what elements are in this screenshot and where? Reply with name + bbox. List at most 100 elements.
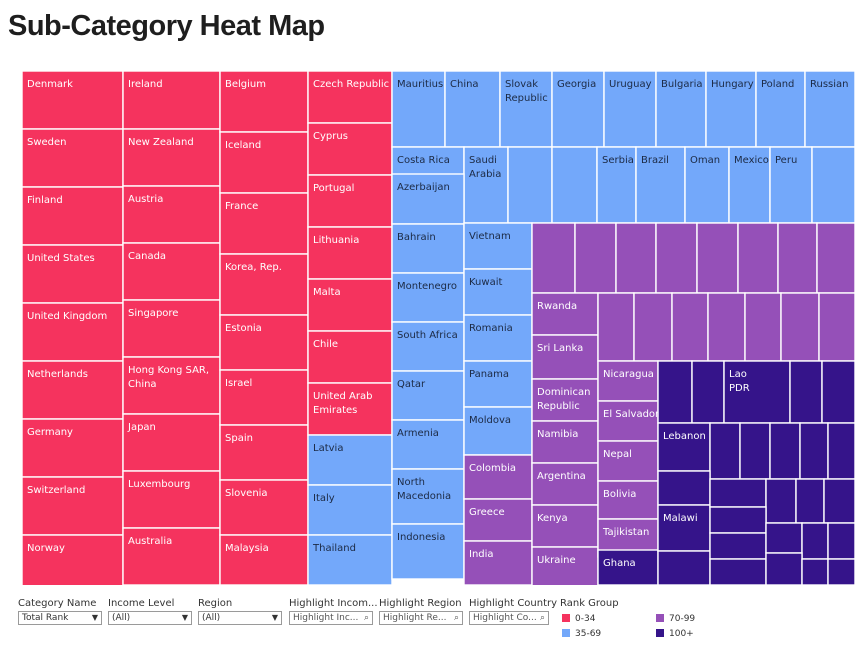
treemap-cell-azerbaijan[interactable] bbox=[391, 173, 465, 225]
treemap-cell-blank[interactable] bbox=[799, 422, 829, 480]
treemap-cell-nepal[interactable] bbox=[597, 440, 659, 482]
treemap-cell-united-kingdom[interactable] bbox=[22, 302, 124, 362]
treemap-cell-greece[interactable] bbox=[463, 498, 533, 542]
treemap-cell-malawi[interactable] bbox=[657, 504, 711, 552]
highlight-country-input[interactable]: Highlight Co... ⌕ bbox=[469, 611, 549, 625]
treemap-cell-kuwait[interactable] bbox=[463, 268, 533, 316]
treemap-cell-colombia[interactable] bbox=[463, 454, 533, 500]
treemap-cell-blank[interactable] bbox=[823, 478, 855, 524]
treemap-cell-blank[interactable] bbox=[507, 146, 553, 224]
treemap-cell-brazil[interactable] bbox=[635, 146, 686, 224]
treemap-cell-blank[interactable] bbox=[816, 222, 855, 294]
treemap-cell-blank[interactable] bbox=[765, 552, 803, 585]
treemap-cell-indonesia[interactable] bbox=[391, 523, 465, 580]
treemap-cell-italy[interactable] bbox=[307, 484, 393, 536]
treemap-cell-thailand[interactable] bbox=[307, 534, 393, 585]
treemap-cell-portugal[interactable] bbox=[307, 174, 393, 228]
treemap-cell-blank[interactable] bbox=[709, 506, 767, 534]
treemap-cell-blank[interactable] bbox=[765, 522, 803, 554]
treemap-cell-blank[interactable] bbox=[657, 470, 711, 506]
category-name-select[interactable]: Total Rank ▼ bbox=[18, 611, 102, 625]
treemap-cell-montenegro[interactable] bbox=[391, 272, 465, 323]
treemap-cell-blank[interactable] bbox=[709, 478, 767, 508]
treemap-cell-north-macedonia[interactable] bbox=[391, 468, 465, 525]
highlight-region-input[interactable]: Highlight Re... ⌕ bbox=[379, 611, 463, 625]
treemap-cell-kenya[interactable] bbox=[531, 504, 599, 548]
treemap-cell-blank[interactable] bbox=[709, 422, 741, 480]
treemap-cell-georgia[interactable] bbox=[551, 71, 605, 148]
treemap-cell-blank[interactable] bbox=[655, 222, 698, 294]
treemap-cell-blank[interactable] bbox=[769, 422, 801, 480]
treemap-cell-blank[interactable] bbox=[811, 146, 855, 224]
treemap-cell-blank[interactable] bbox=[818, 292, 855, 362]
treemap-cell-argentina[interactable] bbox=[531, 462, 599, 506]
treemap-cell-sri-lanka[interactable] bbox=[531, 334, 599, 380]
treemap-cell-switzerland[interactable] bbox=[22, 476, 124, 536]
treemap-cell-blank[interactable] bbox=[827, 558, 855, 585]
legend-item-35-69[interactable]: 35-69 bbox=[562, 629, 601, 639]
treemap-cell-korea-rep[interactable] bbox=[219, 253, 309, 316]
treemap-cell-south-africa[interactable] bbox=[391, 321, 465, 372]
treemap-cell-japan[interactable] bbox=[122, 413, 221, 472]
income-level-select[interactable]: (All) ▼ bbox=[108, 611, 192, 625]
treemap-cell-singapore[interactable] bbox=[122, 299, 221, 358]
treemap-cell-israel[interactable] bbox=[219, 369, 309, 426]
treemap-cell-blank[interactable] bbox=[597, 292, 635, 362]
treemap-cell-slovenia[interactable] bbox=[219, 479, 309, 536]
treemap-cell-blank[interactable] bbox=[691, 360, 725, 424]
treemap-cell-ukraine[interactable] bbox=[531, 546, 599, 585]
treemap-cell-bolivia[interactable] bbox=[597, 480, 659, 520]
treemap-cell-blank[interactable] bbox=[696, 222, 739, 294]
treemap-cell-germany[interactable] bbox=[22, 418, 124, 478]
treemap-cell-blank[interactable] bbox=[765, 478, 797, 524]
treemap-cell-blank[interactable] bbox=[707, 292, 746, 362]
treemap-cell-china[interactable] bbox=[444, 71, 501, 148]
treemap-cell-vietnam[interactable] bbox=[463, 222, 533, 270]
treemap-cell-romania[interactable] bbox=[463, 314, 533, 362]
treemap-cell-blank[interactable] bbox=[821, 360, 855, 424]
treemap-cell-blank[interactable] bbox=[789, 360, 823, 424]
treemap-cell-blank[interactable] bbox=[615, 222, 657, 294]
treemap-cell-blank[interactable] bbox=[827, 422, 855, 480]
treemap-cell-el-salvador[interactable] bbox=[597, 400, 659, 442]
treemap-cell-lebanon[interactable] bbox=[657, 422, 711, 472]
treemap-cell-australia[interactable] bbox=[122, 527, 221, 585]
region-select[interactable]: (All) ▼ bbox=[198, 611, 282, 625]
treemap-cell-blank[interactable] bbox=[795, 478, 825, 524]
treemap-cell-blank[interactable] bbox=[633, 292, 673, 362]
treemap-cell-blank[interactable] bbox=[739, 422, 771, 480]
treemap-cell-blank[interactable] bbox=[744, 292, 782, 362]
treemap-cell-blank[interactable] bbox=[777, 222, 818, 294]
treemap-cell-czech-republic[interactable] bbox=[307, 71, 393, 124]
treemap-cell-bulgaria[interactable] bbox=[655, 71, 707, 148]
legend-item-100-plus[interactable]: 100+ bbox=[656, 629, 694, 639]
treemap-cell-nicaragua[interactable] bbox=[597, 360, 659, 402]
treemap-cell-panama[interactable] bbox=[463, 360, 533, 408]
treemap-cell-finland[interactable] bbox=[22, 186, 124, 246]
treemap-cell-blank[interactable] bbox=[709, 532, 767, 560]
treemap-cell-blank[interactable] bbox=[801, 522, 829, 560]
legend-item-0-34[interactable]: 0-34 bbox=[562, 614, 595, 624]
highlight-income-input[interactable]: Highlight Inc... ⌕ bbox=[289, 611, 373, 625]
treemap-cell-united-states[interactable] bbox=[22, 244, 124, 304]
treemap-cell-austria[interactable] bbox=[122, 185, 221, 244]
treemap-cell-india[interactable] bbox=[463, 540, 533, 585]
treemap-cell-namibia[interactable] bbox=[531, 420, 599, 464]
treemap-cell-blank[interactable] bbox=[657, 550, 711, 585]
treemap-cell-sweden[interactable] bbox=[22, 128, 124, 188]
treemap-cell-blank[interactable] bbox=[657, 360, 693, 424]
legend-item-70-99[interactable]: 70-99 bbox=[656, 614, 695, 624]
treemap-cell-lithuania[interactable] bbox=[307, 226, 393, 280]
treemap-cell-moldova[interactable] bbox=[463, 406, 533, 456]
treemap-cell-saudi-arabia[interactable] bbox=[463, 146, 509, 224]
treemap-cell-blank[interactable] bbox=[801, 558, 829, 585]
treemap-cell-slovak-republic[interactable] bbox=[499, 71, 553, 148]
treemap-cell-blank[interactable] bbox=[780, 292, 820, 362]
treemap-cell-blank[interactable] bbox=[531, 222, 576, 294]
treemap-cell-blank[interactable] bbox=[737, 222, 779, 294]
treemap-cell-oman[interactable] bbox=[684, 146, 730, 224]
treemap-cell-belgium[interactable] bbox=[219, 71, 309, 133]
treemap-cell-france[interactable] bbox=[219, 192, 309, 255]
treemap-cell-malaysia[interactable] bbox=[219, 534, 309, 585]
treemap-cell-blank[interactable] bbox=[671, 292, 709, 362]
